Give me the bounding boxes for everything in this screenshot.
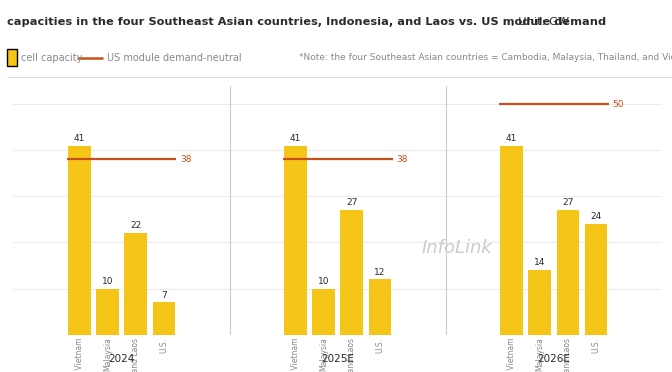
Bar	[369, 279, 391, 335]
Bar	[284, 145, 306, 335]
Text: 38: 38	[180, 155, 192, 164]
Text: 22: 22	[130, 221, 141, 231]
Text: 7: 7	[161, 291, 167, 300]
Text: 2025E: 2025E	[321, 354, 354, 364]
Bar	[585, 224, 607, 335]
Text: 10: 10	[318, 277, 329, 286]
Text: US module demand-neutral: US module demand-neutral	[106, 53, 241, 62]
Text: 12: 12	[374, 267, 386, 277]
Text: 24: 24	[591, 212, 601, 221]
Bar	[96, 289, 119, 335]
Bar	[556, 210, 579, 335]
Text: 38: 38	[396, 155, 408, 164]
Text: *Note: the four Southeast Asian countries = Cambodia, Malaysia, Thailand, and Vi: *Note: the four Southeast Asian countrie…	[300, 53, 672, 62]
Bar	[500, 145, 523, 335]
Text: 27: 27	[562, 198, 574, 208]
Bar	[528, 270, 551, 335]
Text: 10: 10	[101, 277, 113, 286]
Text: InfoLink: InfoLink	[422, 238, 493, 257]
FancyBboxPatch shape	[7, 49, 17, 66]
Bar	[341, 210, 363, 335]
Text: 2026E: 2026E	[538, 354, 571, 364]
Text: , Unit: GW: , Unit: GW	[511, 17, 569, 27]
Text: 14: 14	[534, 259, 546, 267]
Bar	[153, 302, 175, 335]
Text: 27: 27	[346, 198, 358, 208]
Text: 41: 41	[73, 134, 85, 143]
Text: 50: 50	[613, 100, 624, 109]
Text: 41: 41	[506, 134, 517, 143]
Bar	[124, 233, 147, 335]
Bar	[68, 145, 91, 335]
Text: 41: 41	[290, 134, 301, 143]
Text: 2024: 2024	[108, 354, 134, 364]
Text: cell capacity: cell capacity	[22, 53, 83, 62]
Text: capacities in the four Southeast Asian countries, Indonesia, and Laos vs. US mod: capacities in the four Southeast Asian c…	[7, 17, 606, 27]
Bar	[312, 289, 335, 335]
